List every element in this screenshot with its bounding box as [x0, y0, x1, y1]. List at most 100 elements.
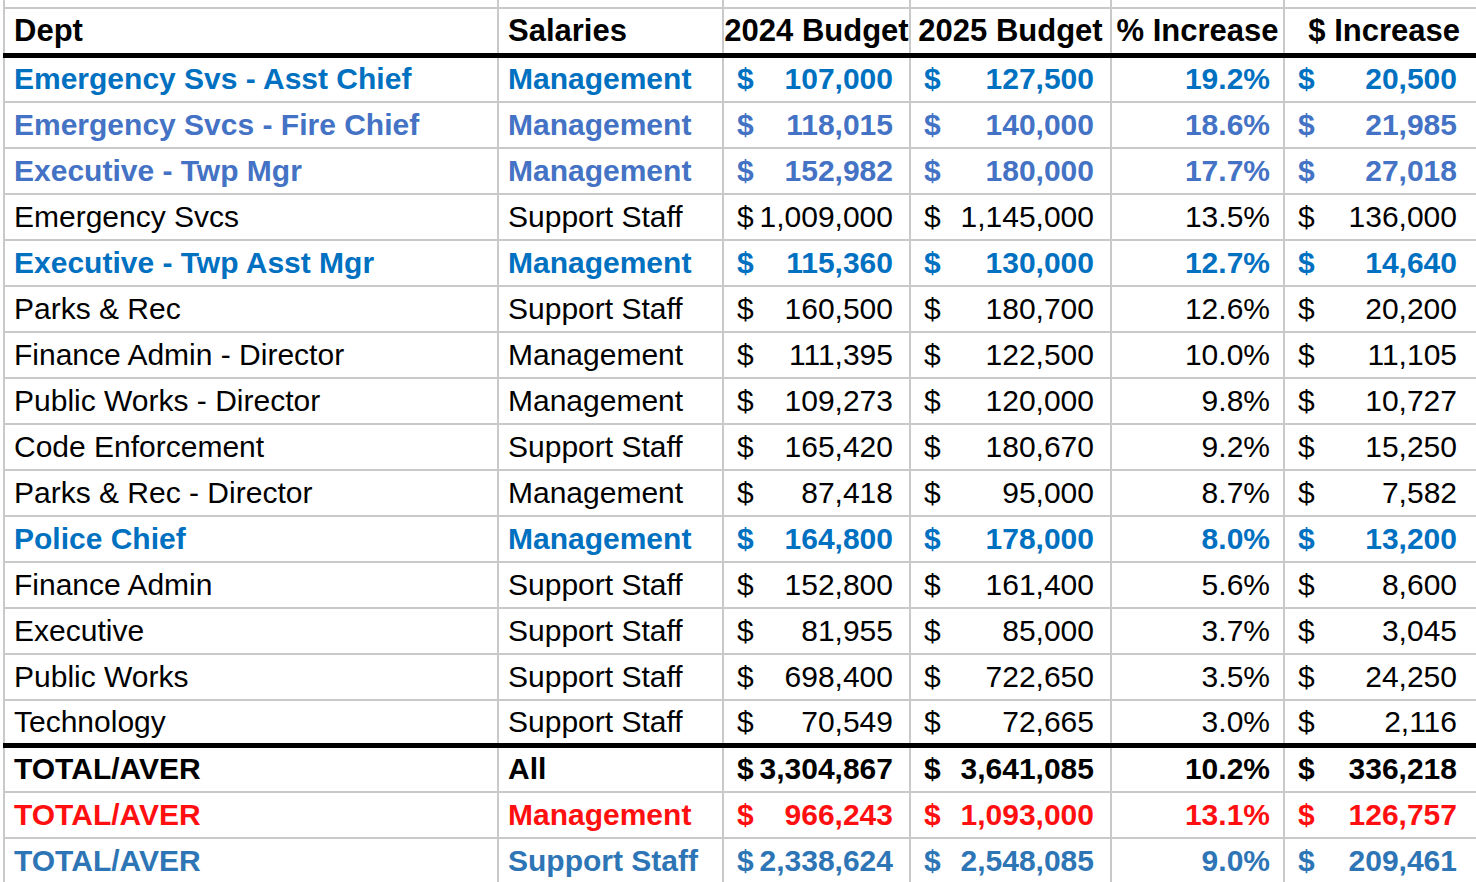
- cell-dept[interactable]: Emergency Svcs: [4, 194, 498, 240]
- cell-2024-budget[interactable]: $ 160,500: [723, 286, 910, 332]
- cell-dept[interactable]: Police Chief: [4, 516, 498, 562]
- cell-dept[interactable]: Public Works: [4, 654, 498, 700]
- cell-2025-budget[interactable]: $ 722,650: [910, 654, 1111, 700]
- cell-pct-increase[interactable]: 9.2%: [1111, 424, 1284, 470]
- cell-dollar-increase[interactable]: $ 14,640: [1284, 240, 1476, 286]
- cell-dept[interactable]: Public Works - Director: [4, 378, 498, 424]
- cell-salaries[interactable]: Support Staff: [498, 838, 723, 882]
- cell-2024-budget[interactable]: $ 109,273: [723, 378, 910, 424]
- cell-2024-budget[interactable]: $ 3,304,867: [723, 746, 910, 792]
- cell-dollar-increase[interactable]: $ 10,727: [1284, 378, 1476, 424]
- cell-2024-budget[interactable]: $ 118,015: [723, 102, 910, 148]
- cell-dollar-increase[interactable]: $ 11,105: [1284, 332, 1476, 378]
- cell-salaries[interactable]: Support Staff: [498, 654, 723, 700]
- cell-2025-budget[interactable]: $ 130,000: [910, 240, 1111, 286]
- cell-2025-budget[interactable]: $ 180,700: [910, 286, 1111, 332]
- cell-dept[interactable]: TOTAL/AVER: [4, 838, 498, 882]
- column-header-dept[interactable]: Dept: [4, 8, 498, 56]
- cell-salaries[interactable]: Management: [498, 378, 723, 424]
- cell-2024-budget[interactable]: $ 164,800: [723, 516, 910, 562]
- cell-2024-budget[interactable]: $ 111,395: [723, 332, 910, 378]
- cell-dept[interactable]: Parks & Rec - Director: [4, 470, 498, 516]
- cell-2024-budget[interactable]: $ 81,955: [723, 608, 910, 654]
- cell-dollar-increase[interactable]: $ 2,116: [1284, 700, 1476, 746]
- cell-2024-budget[interactable]: $ 152,982: [723, 148, 910, 194]
- cell-dept[interactable]: TOTAL/AVER: [4, 746, 498, 792]
- column-header-dollar-increase[interactable]: $ Increase: [1284, 8, 1476, 56]
- cell-2024-budget[interactable]: $ 87,418: [723, 470, 910, 516]
- cell-pct-increase[interactable]: 9.8%: [1111, 378, 1284, 424]
- cell-dollar-increase[interactable]: $ 3,045: [1284, 608, 1476, 654]
- cell-salaries[interactable]: Management: [498, 332, 723, 378]
- cell-dept[interactable]: Executive - Twp Mgr: [4, 148, 498, 194]
- cell-dollar-increase[interactable]: $ 8,600: [1284, 562, 1476, 608]
- cell-2024-budget[interactable]: $ 107,000: [723, 56, 910, 102]
- cell-2024-budget[interactable]: $ 698,400: [723, 654, 910, 700]
- cell-salaries[interactable]: Management: [498, 148, 723, 194]
- cell-pct-increase[interactable]: 3.7%: [1111, 608, 1284, 654]
- cell-pct-increase[interactable]: 19.2%: [1111, 56, 1284, 102]
- cell-pct-increase[interactable]: 9.0%: [1111, 838, 1284, 882]
- cell-pct-increase[interactable]: 10.2%: [1111, 746, 1284, 792]
- column-header-pct-increase[interactable]: % Increase: [1111, 8, 1284, 56]
- cell-salaries[interactable]: All: [498, 746, 723, 792]
- cell-pct-increase[interactable]: 5.6%: [1111, 562, 1284, 608]
- cell-salaries[interactable]: Support Staff: [498, 700, 723, 746]
- cell-2025-budget[interactable]: $ 127,500: [910, 56, 1111, 102]
- cell-pct-increase[interactable]: 8.0%: [1111, 516, 1284, 562]
- cell-2024-budget[interactable]: $ 115,360: [723, 240, 910, 286]
- cell-2025-budget[interactable]: $ 178,000: [910, 516, 1111, 562]
- column-header-salaries[interactable]: Salaries: [498, 8, 723, 56]
- cell-pct-increase[interactable]: 18.6%: [1111, 102, 1284, 148]
- cell-dept[interactable]: Emergency Svs - Asst Chief: [4, 56, 498, 102]
- cell-2024-budget[interactable]: $ 2,338,624: [723, 838, 910, 882]
- cell-2025-budget[interactable]: $ 120,000: [910, 378, 1111, 424]
- cell-pct-increase[interactable]: 12.7%: [1111, 240, 1284, 286]
- cell-salaries[interactable]: Management: [498, 56, 723, 102]
- cell-dollar-increase[interactable]: $ 13,200: [1284, 516, 1476, 562]
- cell-2025-budget[interactable]: $ 140,000: [910, 102, 1111, 148]
- cell-2025-budget[interactable]: $ 1,093,000: [910, 792, 1111, 838]
- cell-2025-budget[interactable]: $ 3,641,085: [910, 746, 1111, 792]
- cell-salaries[interactable]: Support Staff: [498, 562, 723, 608]
- cell-2025-budget[interactable]: $ 2,548,085: [910, 838, 1111, 882]
- column-header-2024-budget[interactable]: 2024 Budget: [723, 8, 910, 56]
- cell-2024-budget[interactable]: $ 1,009,000: [723, 194, 910, 240]
- cell-pct-increase[interactable]: 13.5%: [1111, 194, 1284, 240]
- cell-pct-increase[interactable]: 12.6%: [1111, 286, 1284, 332]
- column-header-2025-budget[interactable]: 2025 Budget: [910, 8, 1111, 56]
- cell-dept[interactable]: Code Enforcement: [4, 424, 498, 470]
- cell-dollar-increase[interactable]: $ 21,985: [1284, 102, 1476, 148]
- cell-2025-budget[interactable]: $ 122,500: [910, 332, 1111, 378]
- cell-2024-budget[interactable]: $ 152,800: [723, 562, 910, 608]
- cell-pct-increase[interactable]: 8.7%: [1111, 470, 1284, 516]
- cell-dollar-increase[interactable]: $ 27,018: [1284, 148, 1476, 194]
- cell-dollar-increase[interactable]: $ 24,250: [1284, 654, 1476, 700]
- cell-salaries[interactable]: Management: [498, 516, 723, 562]
- cell-dollar-increase[interactable]: $ 7,582: [1284, 470, 1476, 516]
- cell-salaries[interactable]: Support Staff: [498, 608, 723, 654]
- cell-2024-budget[interactable]: $ 966,243: [723, 792, 910, 838]
- cell-salaries[interactable]: Support Staff: [498, 286, 723, 332]
- cell-salaries[interactable]: Management: [498, 240, 723, 286]
- cell-2024-budget[interactable]: $ 165,420: [723, 424, 910, 470]
- cell-dollar-increase[interactable]: $ 336,218: [1284, 746, 1476, 792]
- cell-dept[interactable]: Finance Admin - Director: [4, 332, 498, 378]
- cell-dollar-increase[interactable]: $ 15,250: [1284, 424, 1476, 470]
- cell-2025-budget[interactable]: $ 85,000: [910, 608, 1111, 654]
- cell-dept[interactable]: Emergency Svcs - Fire Chief: [4, 102, 498, 148]
- cell-2024-budget[interactable]: $ 70,549: [723, 700, 910, 746]
- cell-2025-budget[interactable]: $ 1,145,000: [910, 194, 1111, 240]
- cell-salaries[interactable]: Management: [498, 792, 723, 838]
- cell-pct-increase[interactable]: 10.0%: [1111, 332, 1284, 378]
- cell-dollar-increase[interactable]: $ 209,461: [1284, 838, 1476, 882]
- cell-salaries[interactable]: Support Staff: [498, 194, 723, 240]
- cell-dollar-increase[interactable]: $ 20,200: [1284, 286, 1476, 332]
- cell-pct-increase[interactable]: 3.0%: [1111, 700, 1284, 746]
- cell-dollar-increase[interactable]: $ 136,000: [1284, 194, 1476, 240]
- cell-dept[interactable]: Executive - Twp Asst Mgr: [4, 240, 498, 286]
- cell-pct-increase[interactable]: 3.5%: [1111, 654, 1284, 700]
- cell-dept[interactable]: Finance Admin: [4, 562, 498, 608]
- cell-dept[interactable]: Technology: [4, 700, 498, 746]
- cell-dept[interactable]: Executive: [4, 608, 498, 654]
